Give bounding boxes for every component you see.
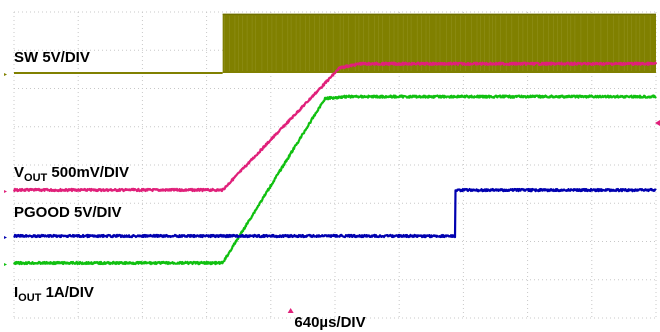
pgood-ground-marker: ▸ — [4, 235, 7, 241]
x-axis-label: 640µs/DIV — [294, 314, 365, 331]
markers: ▸ ▸ ▸ ▸ — [4, 72, 660, 313]
pgood-trace — [13, 187, 657, 239]
pgood-channel-label: PGOOD 5V/DIV — [14, 204, 122, 221]
vout-channel-label: VOUT 500mV/DIV — [14, 164, 129, 184]
iout-trace — [12, 94, 657, 266]
traces — [12, 13, 658, 266]
grid — [13, 11, 657, 319]
trigger-time-marker — [287, 308, 294, 313]
sw-ground-marker: ▸ — [4, 72, 7, 78]
vout-ground-marker: ▸ — [4, 189, 7, 195]
iout-ground-marker: ▸ — [4, 262, 7, 268]
vout-trace — [12, 61, 658, 193]
trigger-level-marker — [655, 120, 660, 126]
sw-channel-label: SW 5V/DIV — [14, 49, 90, 66]
iout-channel-label: IOUT 1A/DIV — [14, 284, 94, 304]
